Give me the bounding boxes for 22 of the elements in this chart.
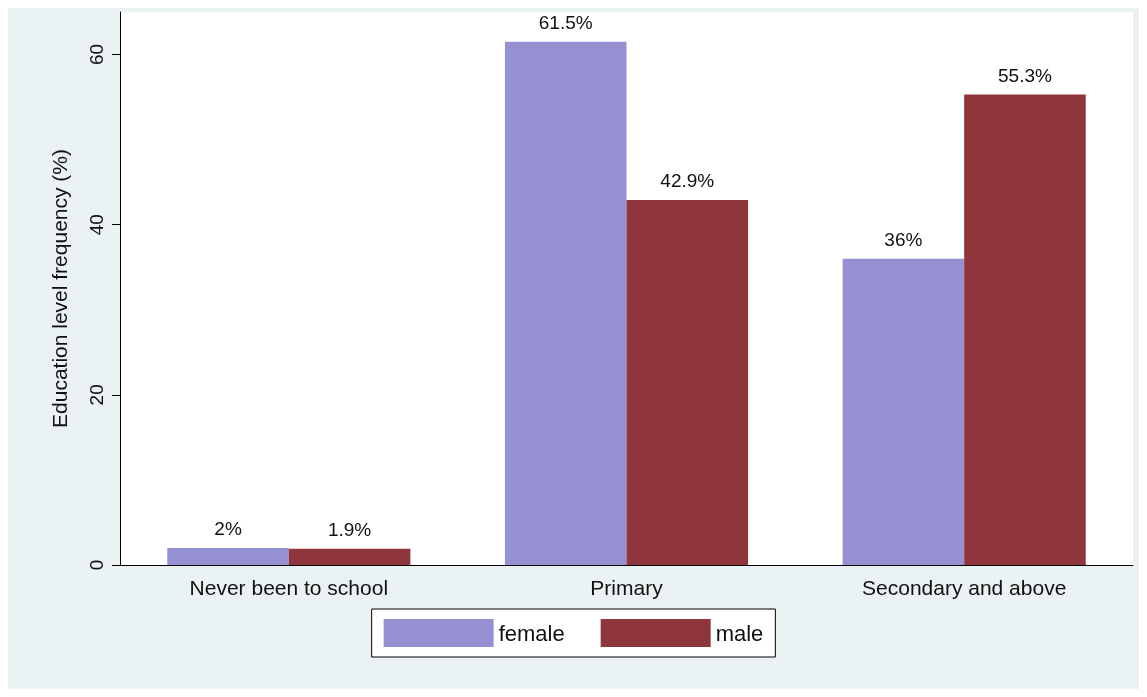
y-tick-label: 40	[86, 214, 107, 236]
bar	[504, 41, 627, 565]
y-tick-label: 0	[86, 559, 107, 571]
legend-label: female	[498, 620, 565, 646]
legend-label: male	[715, 620, 764, 646]
data-label: 55.3%	[998, 64, 1052, 86]
data-label: 2%	[214, 517, 242, 539]
data-label: 36%	[884, 228, 923, 250]
y-tick-label: 60	[86, 43, 107, 66]
data-label: 61.5%	[538, 11, 593, 33]
bar	[288, 548, 411, 565]
x-tick-label: Primary	[590, 576, 664, 599]
bar	[964, 94, 1086, 565]
bar	[167, 547, 289, 565]
y-axis-title: Education level frequency (%)	[48, 149, 71, 428]
bar	[626, 200, 749, 565]
data-label: 42.9%	[660, 170, 715, 192]
x-tick-label: Never been to school	[189, 576, 389, 599]
y-tick-label: 20	[86, 384, 107, 406]
x-tick-label: Secondary and above	[862, 576, 1067, 599]
data-label: 1.9%	[327, 518, 372, 540]
bar	[842, 258, 965, 565]
